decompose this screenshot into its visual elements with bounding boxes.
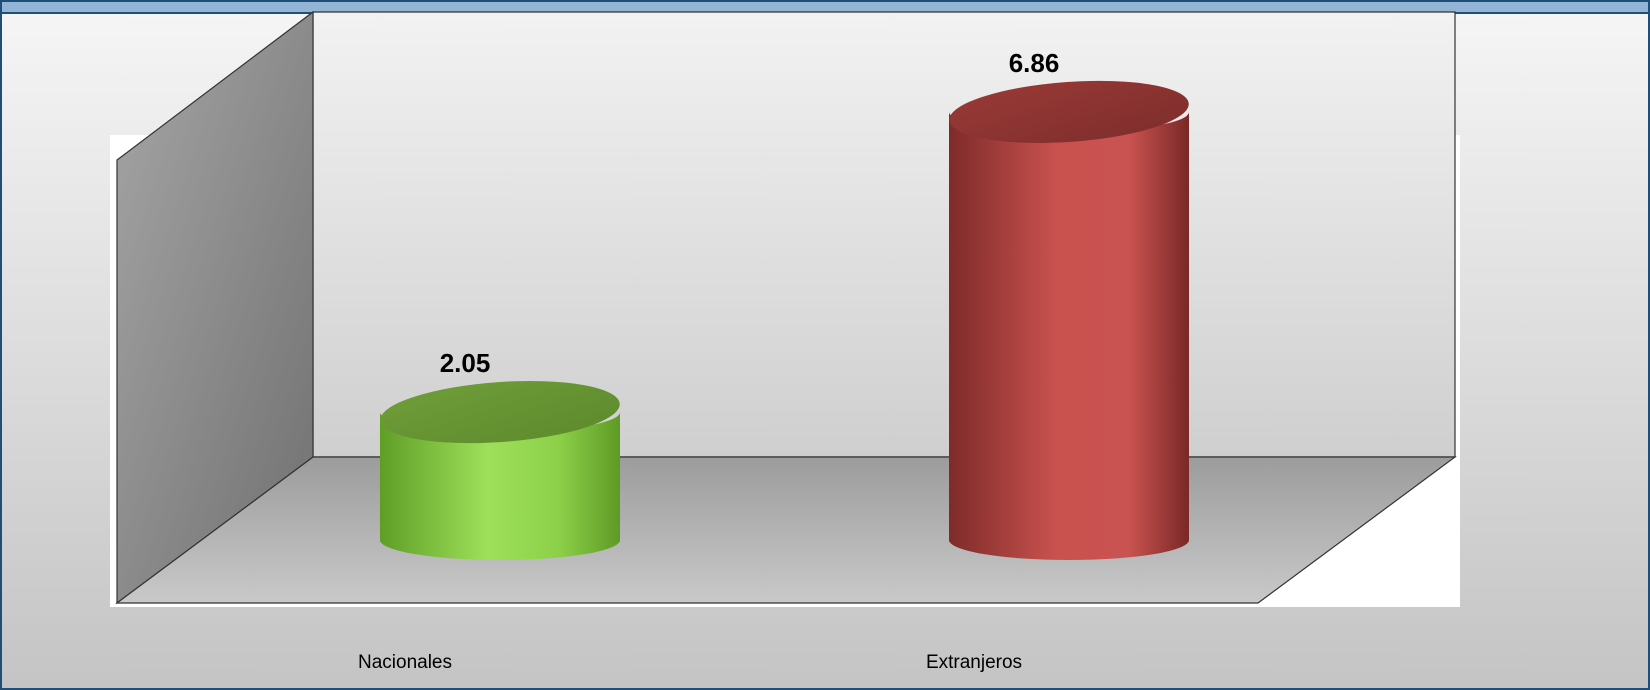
bar-body-extranjeros (949, 111, 1189, 560)
bar-top-nacionales (380, 381, 620, 444)
title-strip (0, 0, 1650, 14)
bar-top-extranjeros (949, 80, 1189, 144)
category-label-extranjeros: Extranjeros (926, 652, 1022, 673)
data-label-extranjeros: 6.86 (1009, 48, 1060, 78)
bar-body-nacionales (380, 412, 620, 560)
labels-layer: 2.05 Nacionales 6.86 Extranjeros (358, 48, 1059, 673)
floor (115, 456, 1457, 604)
bar-extranjeros (949, 80, 1189, 560)
category-label-nacionales: Nacionales (358, 652, 452, 673)
data-label-nacionales: 2.05 (440, 348, 491, 378)
bar-nacionales (380, 381, 620, 560)
bars-layer (380, 80, 1189, 560)
